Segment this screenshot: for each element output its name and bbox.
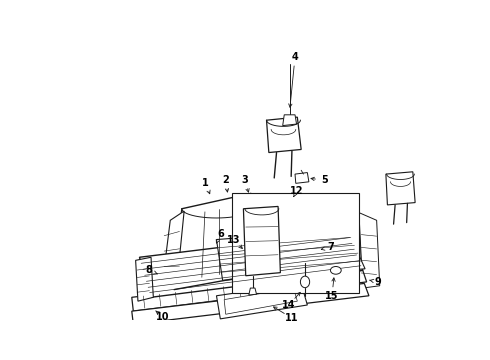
Text: 13: 13 bbox=[227, 235, 240, 244]
Text: 11: 11 bbox=[285, 313, 299, 323]
Polygon shape bbox=[174, 193, 259, 289]
Text: 8: 8 bbox=[145, 265, 152, 275]
Polygon shape bbox=[283, 226, 296, 305]
Polygon shape bbox=[163, 211, 184, 288]
Polygon shape bbox=[267, 117, 301, 153]
Text: 7: 7 bbox=[327, 242, 334, 252]
Polygon shape bbox=[224, 288, 297, 314]
Polygon shape bbox=[217, 230, 365, 280]
Polygon shape bbox=[386, 172, 415, 205]
Text: 3: 3 bbox=[242, 175, 248, 185]
Polygon shape bbox=[136, 257, 153, 301]
Ellipse shape bbox=[300, 276, 310, 288]
Bar bbox=[232, 193, 359, 293]
Polygon shape bbox=[251, 197, 276, 270]
Text: 4: 4 bbox=[292, 52, 298, 62]
Polygon shape bbox=[249, 288, 257, 295]
Polygon shape bbox=[217, 283, 307, 319]
Polygon shape bbox=[140, 232, 363, 297]
Polygon shape bbox=[290, 209, 363, 301]
Text: 2: 2 bbox=[222, 175, 229, 185]
Text: 9: 9 bbox=[375, 277, 382, 287]
Polygon shape bbox=[295, 172, 309, 183]
Polygon shape bbox=[132, 270, 367, 311]
Polygon shape bbox=[132, 283, 369, 324]
Text: 5: 5 bbox=[321, 175, 328, 185]
Polygon shape bbox=[244, 206, 280, 276]
Text: 10: 10 bbox=[156, 311, 170, 321]
Text: 1: 1 bbox=[202, 178, 209, 188]
Text: 14: 14 bbox=[282, 300, 295, 310]
Text: 15: 15 bbox=[325, 291, 339, 301]
Ellipse shape bbox=[330, 266, 341, 274]
Polygon shape bbox=[283, 115, 296, 126]
Polygon shape bbox=[359, 213, 380, 288]
Text: 12: 12 bbox=[290, 186, 303, 196]
Text: 6: 6 bbox=[217, 229, 224, 239]
